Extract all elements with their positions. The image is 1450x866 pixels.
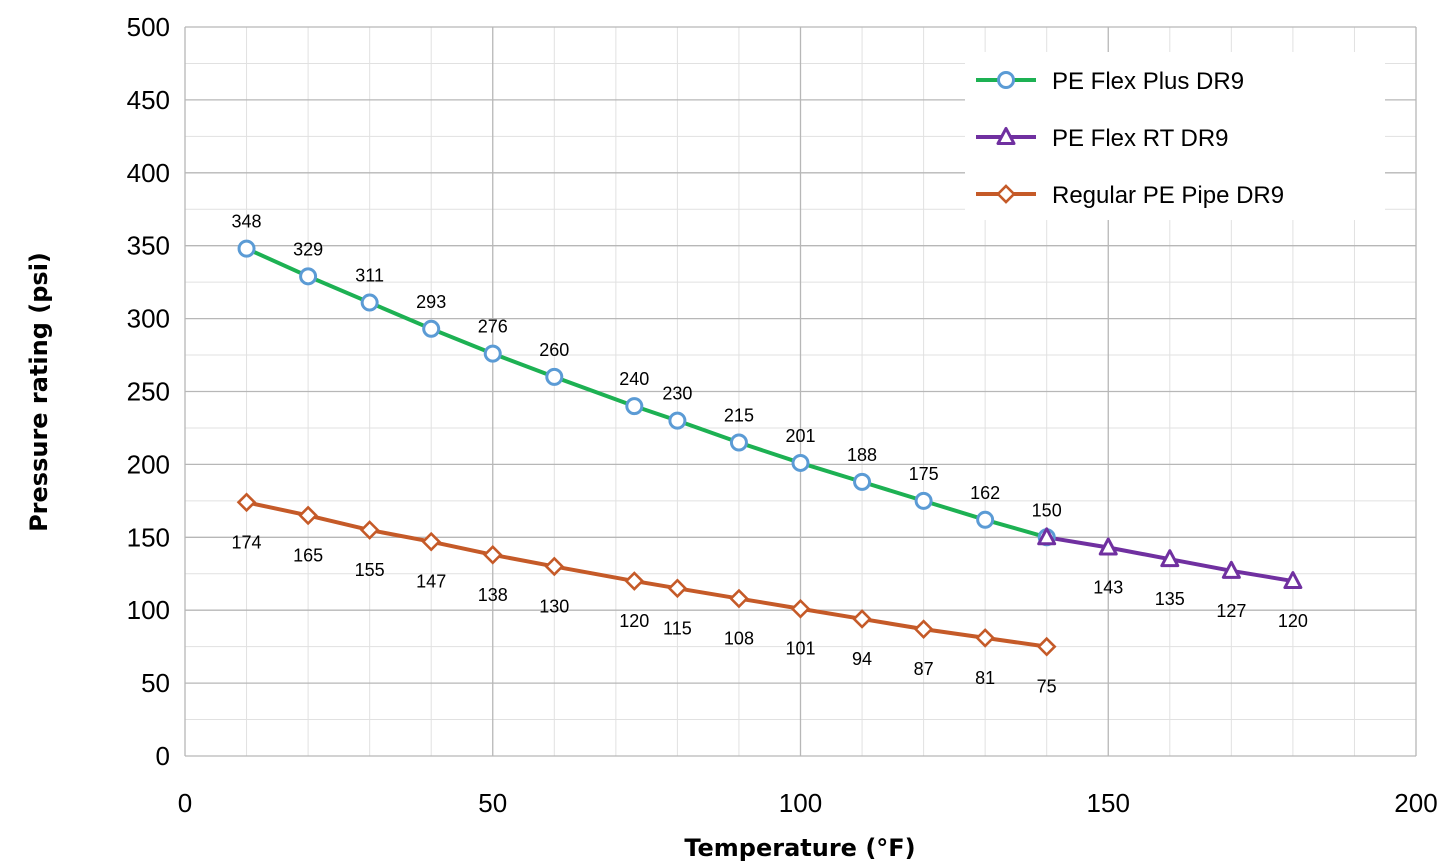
- data-point-pe-flex-plus-dr9: [483, 344, 502, 363]
- data-point-pe-flex-plus-dr9: [545, 367, 564, 386]
- data-point-regular-pe-pipe-dr9: [852, 609, 872, 629]
- y-tick-label: 100: [127, 595, 170, 625]
- data-label: 87: [914, 659, 934, 679]
- data-label: 94: [852, 649, 872, 669]
- data-label: 311: [355, 266, 384, 286]
- data-label: 175: [909, 464, 939, 484]
- data-label: 75: [1037, 677, 1057, 697]
- data-label: 215: [724, 406, 754, 426]
- legend-entry-label: PE Flex Plus DR9: [1052, 68, 1244, 95]
- data-point-regular-pe-pipe-dr9: [667, 578, 688, 599]
- y-axis-title: Pressure rating (psi): [25, 252, 53, 532]
- data-point-pe-flex-plus-dr9: [853, 472, 872, 491]
- data-point-regular-pe-pipe-dr9: [544, 556, 565, 577]
- data-point-pe-flex-plus-dr9: [625, 397, 644, 416]
- data-label: 120: [1278, 611, 1308, 631]
- y-tick-label: 150: [127, 522, 170, 552]
- axis-ticks: 0 50 100 150 200 0 50 100 150 200 250 300 350 400 450 5…: [127, 12, 1438, 818]
- data-point-pe-flex-plus-dr9: [299, 267, 318, 286]
- x-axis-title: Temperature (°F): [684, 834, 915, 862]
- data-point-regular-pe-pipe-dr9: [1036, 636, 1057, 657]
- legend-entry-label: Regular PE Pipe DR9: [1052, 182, 1284, 209]
- data-label: 115: [663, 618, 692, 638]
- data-label: 260: [539, 340, 569, 360]
- data-label: 120: [619, 611, 649, 631]
- y-tick-label: 200: [127, 449, 170, 479]
- data-point-pe-flex-rt-dr9: [1098, 537, 1118, 556]
- data-point-regular-pe-pipe-dr9: [729, 588, 749, 609]
- data-point-regular-pe-pipe-dr9: [236, 492, 257, 513]
- legend: PE Flex Plus DR9 PE Flex RT DR9 Regular PE…: [965, 52, 1385, 220]
- data-label: 155: [355, 560, 385, 580]
- series-lines: [236, 239, 1303, 657]
- legend-marker-triangle: [996, 127, 1016, 145]
- data-point-pe-flex-plus-dr9: [360, 293, 379, 312]
- data-label: 276: [478, 317, 508, 337]
- data-point-regular-pe-pipe-dr9: [624, 571, 645, 591]
- data-point-pe-flex-rt-dr9: [1283, 571, 1303, 590]
- data-point-pe-flex-plus-dr9: [976, 510, 995, 529]
- data-label: 174: [232, 532, 262, 552]
- legend-entry-label: PE Flex RT DR9: [1052, 125, 1229, 152]
- y-tick-label: 250: [127, 377, 170, 407]
- data-label: 101: [785, 639, 815, 659]
- x-tick-label: 50: [478, 788, 507, 818]
- y-tick-label: 350: [127, 231, 170, 261]
- data-label: 201: [785, 426, 815, 446]
- legend-marker-diamond: [996, 184, 1016, 204]
- data-label: 188: [847, 445, 877, 465]
- data-point-pe-flex-rt-dr9: [1160, 549, 1180, 568]
- data-point-pe-flex-plus-dr9: [914, 491, 933, 510]
- data-point-regular-pe-pipe-dr9: [913, 619, 934, 639]
- data-point-pe-flex-rt-dr9: [1221, 560, 1241, 579]
- data-point-pe-flex-plus-dr9: [422, 319, 441, 338]
- x-tick-label: 0: [178, 788, 192, 818]
- data-label: 329: [293, 239, 323, 259]
- data-point-pe-flex-rt-dr9: [1037, 527, 1057, 546]
- series-line-regular-pe-pipe-dr9: [246, 500, 1047, 649]
- data-point-pe-flex-plus-dr9: [237, 239, 256, 258]
- data-point-regular-pe-pipe-dr9: [975, 628, 995, 648]
- data-label: 348: [232, 212, 262, 232]
- data-point-regular-pe-pipe-dr9: [790, 598, 811, 619]
- data-label: 162: [970, 483, 1000, 503]
- data-point-regular-pe-pipe-dr9: [298, 505, 318, 526]
- data-label: 127: [1216, 601, 1246, 621]
- data-point-pe-flex-plus-dr9: [729, 433, 748, 452]
- data-point-regular-pe-pipe-dr9: [421, 531, 442, 552]
- data-label: 150: [1032, 500, 1062, 520]
- data-point-regular-pe-pipe-dr9: [359, 520, 380, 540]
- x-tick-label: 200: [1394, 788, 1437, 818]
- y-tick-label: 300: [127, 304, 170, 334]
- data-label: 240: [619, 369, 649, 389]
- data-label: 138: [478, 585, 508, 605]
- series-line-pe-flex-plus-dr9: [245, 246, 1048, 540]
- y-tick-label: 50: [141, 668, 170, 698]
- data-label: 81: [975, 668, 995, 688]
- data-label: 165: [293, 545, 323, 565]
- data-label: 130: [539, 596, 569, 616]
- x-tick-label: 100: [779, 788, 822, 818]
- data-point-pe-flex-plus-dr9: [791, 453, 810, 472]
- data-label: 230: [662, 384, 692, 404]
- data-label: 135: [1155, 589, 1185, 609]
- y-tick-label: 450: [127, 85, 170, 115]
- y-tick-label: 0: [156, 741, 170, 771]
- y-tick-label: 400: [127, 158, 170, 188]
- data-point-pe-flex-plus-dr9: [668, 411, 687, 430]
- data-point-regular-pe-pipe-dr9: [482, 544, 503, 565]
- y-tick-label: 500: [127, 12, 170, 42]
- legend-marker-circle: [997, 71, 1015, 89]
- data-label: 293: [416, 292, 446, 312]
- data-labels: 348 329 311 293 276 260 240 230 215 201 188 175 162 1…: [232, 212, 1308, 697]
- x-tick-label: 150: [1087, 788, 1130, 818]
- data-label: 147: [416, 572, 446, 592]
- data-label: 108: [724, 629, 754, 649]
- data-label: 143: [1093, 578, 1123, 598]
